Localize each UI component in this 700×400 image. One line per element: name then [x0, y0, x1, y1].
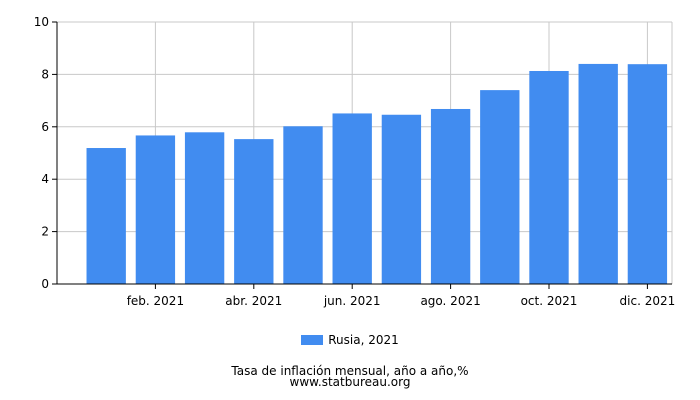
bar [184, 132, 225, 284]
x-tick-label: abr. 2021 [225, 294, 282, 308]
source-url: www.statbureau.org [289, 375, 411, 389]
y-tick-label: 0 [41, 277, 49, 291]
axis-layer: 0 2 4 6 8 10 feb. 2021 abr. 2021 jun. 2021 ago. 2… [34, 15, 676, 308]
bar [529, 70, 569, 284]
x-tick-label: feb. 2021 [127, 294, 184, 308]
x-tick-label: jun. 2021 [323, 294, 381, 308]
x-tick-label: oct. 2021 [521, 294, 578, 308]
legend-label: Rusia, 2021 [328, 333, 399, 347]
y-tick-label: 6 [41, 120, 49, 134]
bar-chart: 0 2 4 6 8 10 feb. 2021 abr. 2021 jun. 2021 ago. 2… [34, 15, 676, 308]
bar [381, 114, 422, 284]
bar [234, 139, 274, 284]
bar [86, 148, 126, 284]
y-tick-label: 8 [41, 67, 49, 81]
bar [332, 113, 372, 284]
bar-layer [86, 63, 668, 285]
y-tick-label: 10 [34, 15, 49, 29]
y-tick-label: 4 [41, 172, 49, 186]
bar [283, 126, 323, 284]
bar [430, 108, 471, 284]
x-tick-label: dic. 2021 [620, 294, 676, 308]
legend-swatch [301, 335, 324, 345]
y-tick-label: 2 [41, 225, 49, 239]
bar [135, 135, 176, 284]
bar [480, 90, 520, 285]
bar [627, 64, 668, 284]
legend: Rusia, 2021 [0, 333, 700, 347]
chart-caption: Tasa de inflación mensual, año a año,% [231, 364, 469, 378]
x-tick-label: ago. 2021 [420, 294, 480, 308]
bar [578, 63, 618, 284]
